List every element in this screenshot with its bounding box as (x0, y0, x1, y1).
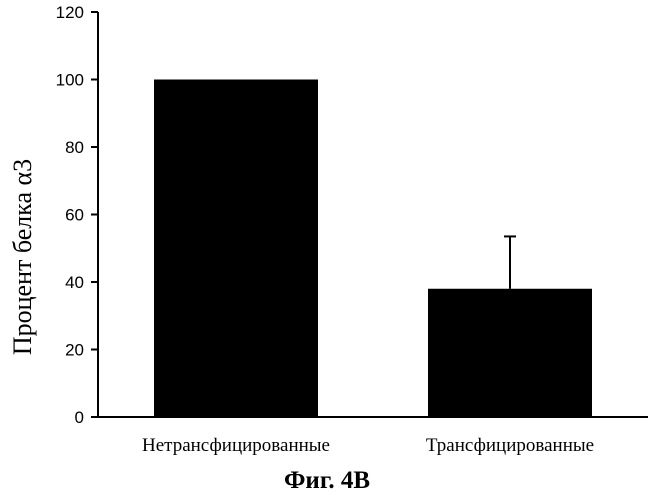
figure-caption: Фиг. 4В (284, 467, 370, 494)
y-tick-label: 40 (65, 273, 84, 292)
y-tick-label: 100 (56, 71, 84, 90)
error-bars (504, 236, 516, 288)
category-labels: Нетрансфицированные Трансфицированные (142, 435, 594, 456)
y-tick-label: 0 (75, 408, 84, 427)
y-ticks: 0 20 40 60 80 100 120 (56, 3, 98, 427)
category-label: Нетрансфицированные (142, 435, 330, 456)
y-tick-label: 120 (56, 3, 84, 22)
bars (154, 80, 592, 418)
category-label: Трансфицированные (426, 435, 594, 456)
y-tick-label: 60 (65, 206, 84, 225)
bar (154, 80, 318, 418)
y-tick-label: 20 (65, 341, 84, 360)
bar (428, 289, 592, 417)
y-tick-label: 80 (65, 138, 84, 157)
y-axis-label: Процент белка α3 (8, 159, 37, 355)
